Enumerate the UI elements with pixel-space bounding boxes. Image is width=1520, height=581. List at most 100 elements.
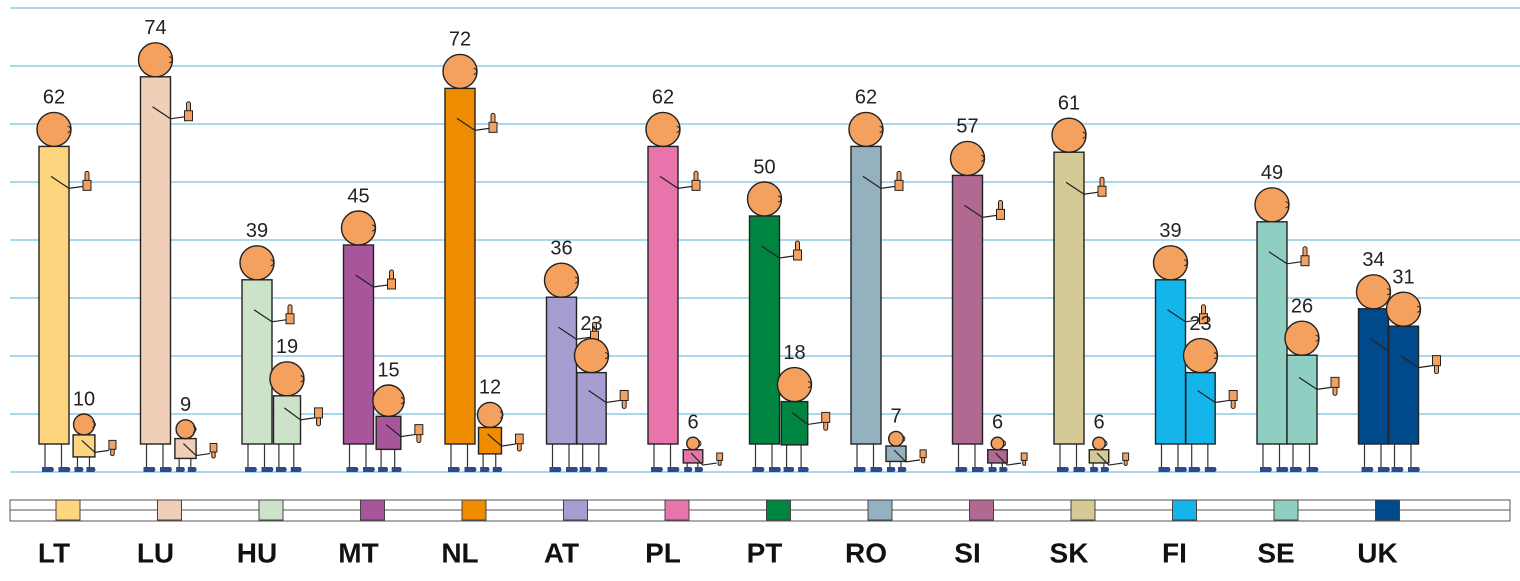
legend-swatch (461, 499, 487, 521)
x-tick-label: HU (237, 537, 277, 568)
legend-swatch (1273, 499, 1299, 521)
shoe (972, 467, 984, 472)
shoe (480, 467, 490, 472)
body (850, 145, 882, 445)
ear (67, 125, 72, 133)
x-tick-label: PL (645, 537, 681, 568)
value-label: 62 (43, 87, 65, 109)
hand (209, 443, 218, 459)
body (241, 279, 273, 445)
value-label: 62 (855, 87, 877, 109)
x-tick-label: SE (1257, 537, 1294, 568)
x-tick-label: PT (747, 537, 783, 568)
figure-up (442, 53, 498, 472)
figure-down (72, 413, 117, 472)
arm (1298, 376, 1332, 391)
ear (604, 352, 609, 360)
shoe (1175, 467, 1187, 472)
shoe (566, 467, 578, 472)
ear (400, 397, 405, 405)
head (1182, 337, 1219, 374)
arm (152, 106, 185, 120)
shoe (769, 467, 781, 472)
arm (690, 452, 717, 466)
shoe (1100, 467, 1110, 472)
arm (283, 407, 315, 421)
hand (314, 407, 324, 427)
legend-swatch (1375, 499, 1400, 521)
head (1284, 320, 1320, 356)
ear (1213, 352, 1218, 360)
shoe (1073, 467, 1086, 472)
hand (108, 439, 117, 457)
body (780, 400, 809, 446)
value-label: 19 (276, 336, 298, 358)
hand (285, 304, 295, 325)
head (1254, 187, 1290, 223)
value-label: 6 (687, 411, 698, 433)
ear (192, 425, 197, 433)
shoe (667, 467, 680, 472)
x-tick-label: LU (137, 537, 174, 568)
figure-down (885, 430, 927, 472)
shoe (1290, 467, 1302, 472)
hand (1122, 452, 1130, 466)
shoe (752, 467, 765, 472)
shoe (492, 467, 503, 472)
figure-up (645, 111, 701, 472)
value-label: 57 (956, 116, 978, 138)
head (1092, 436, 1106, 451)
arm (1065, 181, 1099, 195)
arm (1400, 355, 1433, 369)
ear (92, 420, 96, 428)
head (848, 111, 884, 148)
arm (1167, 309, 1200, 323)
value-label: 49 (1261, 162, 1283, 184)
figure-down (1284, 320, 1340, 472)
shoe (58, 467, 71, 472)
arm (355, 274, 388, 288)
value-label: 7 (890, 406, 901, 428)
value-label: 6 (992, 411, 1003, 433)
head (372, 384, 405, 418)
ear (807, 381, 812, 389)
shoe (1378, 467, 1390, 472)
head (137, 42, 174, 78)
hand (1199, 304, 1208, 325)
value-label: 23 (580, 313, 602, 335)
shoe (1158, 467, 1171, 472)
ear (371, 224, 376, 232)
ear (1103, 439, 1108, 447)
ear (499, 411, 504, 419)
head (1355, 274, 1392, 310)
legend-swatch (55, 499, 81, 521)
value-label: 15 (377, 359, 399, 381)
body (1088, 449, 1110, 464)
figure-up (340, 210, 396, 472)
shoe (86, 467, 96, 472)
arm (385, 424, 415, 438)
hand (716, 452, 724, 466)
shoe (391, 467, 402, 472)
body (987, 449, 1008, 464)
shoe (1276, 467, 1289, 472)
ear (697, 439, 702, 447)
body (1256, 221, 1288, 445)
head (1051, 117, 1087, 153)
ear (1315, 334, 1320, 342)
hand (919, 449, 927, 464)
ear (270, 259, 275, 267)
head (175, 419, 196, 440)
hand (1020, 452, 1028, 466)
body (342, 244, 375, 445)
value-label: 34 (1362, 249, 1384, 271)
shoe (1188, 467, 1201, 472)
body (477, 426, 503, 455)
shoe (783, 467, 795, 472)
figure-down (269, 361, 324, 472)
head (686, 436, 700, 451)
figure-down (174, 419, 218, 472)
arm (1096, 452, 1123, 466)
head (949, 140, 986, 177)
body (1053, 151, 1085, 445)
